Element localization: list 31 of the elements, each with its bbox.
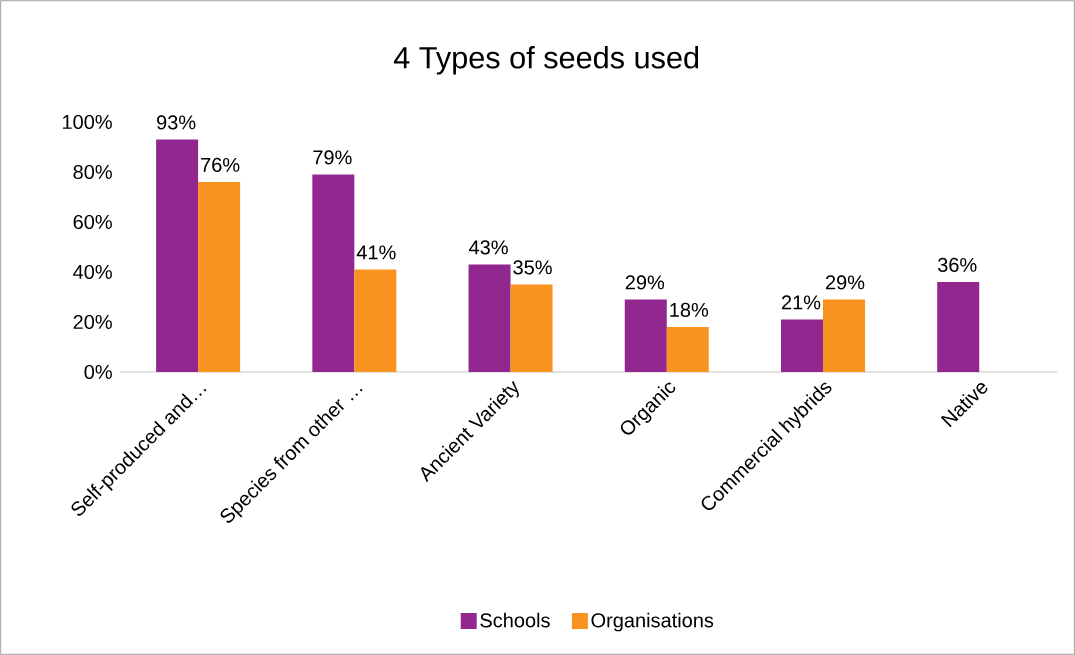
bar bbox=[156, 139, 199, 372]
bar bbox=[354, 269, 397, 372]
legend-label: Schools bbox=[480, 612, 550, 628]
bar bbox=[666, 326, 709, 372]
y-tick-label: 40% bbox=[73, 264, 112, 280]
data-label: 76% bbox=[201, 157, 240, 172]
bar bbox=[510, 284, 553, 372]
chart-title: 4 Types of seeds used bbox=[393, 46, 699, 75]
data-label: 79% bbox=[313, 150, 352, 165]
y-tick-label: 80% bbox=[73, 164, 112, 180]
data-label: 18% bbox=[670, 302, 709, 317]
y-tick-label: 20% bbox=[73, 314, 112, 330]
bar bbox=[624, 299, 667, 372]
y-tick-label: 60% bbox=[73, 214, 112, 230]
bar bbox=[781, 319, 823, 372]
y-tick-label: 100% bbox=[63, 114, 112, 130]
data-label: 35% bbox=[513, 260, 552, 275]
data-label: 29% bbox=[625, 275, 665, 290]
data-label: 43% bbox=[469, 240, 508, 255]
data-label: 36% bbox=[937, 257, 977, 272]
data-label: 41% bbox=[356, 245, 396, 260]
legend-label: Organisations bbox=[591, 612, 714, 632]
bar bbox=[468, 264, 511, 372]
y-tick-label: 0% bbox=[84, 364, 112, 380]
bar bbox=[823, 299, 865, 372]
bar bbox=[937, 281, 980, 372]
bar bbox=[198, 181, 241, 372]
data-label: 21% bbox=[781, 295, 821, 310]
bar bbox=[312, 174, 355, 372]
data-label: 93% bbox=[157, 115, 196, 130]
data-label: 29% bbox=[825, 275, 865, 290]
